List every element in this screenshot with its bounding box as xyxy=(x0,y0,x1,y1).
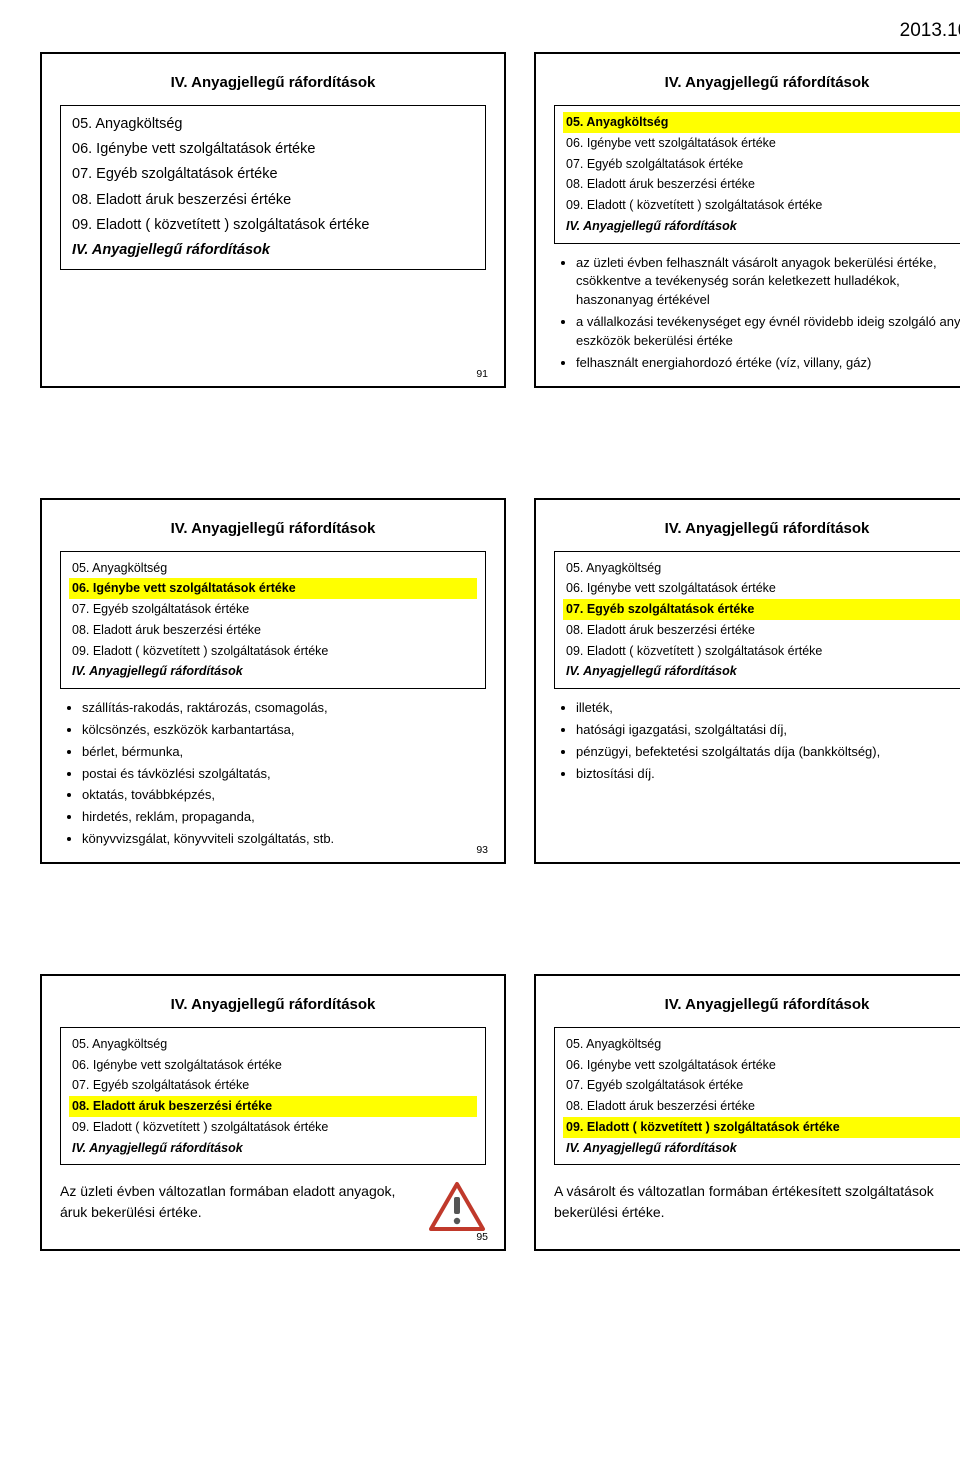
bullet-item: illeték, xyxy=(576,699,960,718)
item-list: 05. Anyagköltség06. Igénybe vett szolgál… xyxy=(60,105,486,270)
list-item: 06. Igénybe vett szolgáltatások értéke xyxy=(69,1055,477,1076)
list-item: 05. Anyagköltség xyxy=(69,1034,477,1055)
list-item: 05. Anyagköltség xyxy=(563,112,960,133)
note: Az üzleti évben változatlan formában ela… xyxy=(60,1181,486,1238)
slide-number: 95 xyxy=(476,1231,488,1243)
bullet-item: az üzleti évben felhasznált vásárolt any… xyxy=(576,254,960,311)
date-header: 2013.10.18. xyxy=(40,20,960,42)
list-item: 08. Eladott áruk beszerzési értéke xyxy=(69,620,477,641)
list-item: IV. Anyagjellegű ráfordítások xyxy=(69,1138,477,1159)
bullet-list: illeték, hatósági igazgatási, szolgáltatá… xyxy=(554,699,960,783)
list-item: 09. Eladott ( közvetített ) szolgáltatás… xyxy=(563,1117,960,1138)
page: 2013.10.18. IV. Anyagjellegű ráfordításo… xyxy=(0,0,960,1323)
list-item: IV. Anyagjellegű ráfordítások xyxy=(563,1138,960,1159)
bullet-list: az üzleti évben felhasznált vásárolt any… xyxy=(554,254,960,373)
list-item: IV. Anyagjellegű ráfordítások xyxy=(69,661,477,682)
slide-title: IV. Anyagjellegű ráfordítások xyxy=(60,74,486,91)
note-text: Az üzleti évben változatlan formában ela… xyxy=(60,1181,396,1222)
bullet-item: pénzügyi, befektetési szolgáltatás díja … xyxy=(576,743,960,762)
slide-number: 91 xyxy=(476,368,488,380)
slide-91: IV. Anyagjellegű ráfordítások 05. Anyagk… xyxy=(40,52,506,388)
page-number: 16 xyxy=(40,1263,960,1283)
list-item: 09. Eladott ( közvetített ) szolgáltatás… xyxy=(563,641,960,662)
list-item: 05. Anyagköltség xyxy=(69,558,477,579)
slide-title: IV. Anyagjellegű ráfordítások xyxy=(60,520,486,537)
slide-93: IV. Anyagjellegű ráfordítások 05. Anyagk… xyxy=(40,498,506,864)
item-list: 05. Anyagköltség06. Igénybe vett szolgál… xyxy=(554,1027,960,1166)
slide-92: IV. Anyagjellegű ráfordítások 05. Anyagk… xyxy=(534,52,960,388)
bullet-item: szállítás-rakodás, raktározás, csomagolá… xyxy=(82,699,486,718)
slide-title: IV. Anyagjellegű ráfordítások xyxy=(60,996,486,1013)
list-item: 06. Igénybe vett szolgáltatások értéke xyxy=(563,133,960,154)
note-text: A vásárolt és változatlan formában érték… xyxy=(554,1181,960,1222)
list-item: 07. Egyéb szolgáltatások értéke xyxy=(563,599,960,620)
list-item: 08. Eladott áruk beszerzési értéke xyxy=(69,188,477,213)
list-item: 09. Eladott ( közvetített ) szolgáltatás… xyxy=(69,641,477,662)
slide-number: 93 xyxy=(476,844,488,856)
list-item: 06. Igénybe vett szolgáltatások értéke xyxy=(69,578,477,599)
list-item: IV. Anyagjellegű ráfordítások xyxy=(563,661,960,682)
list-item: 07. Egyéb szolgáltatások értéke xyxy=(563,154,960,175)
slide-95: IV. Anyagjellegű ráfordítások 05. Anyagk… xyxy=(40,974,506,1251)
bullet-item: felhasznált energiahordozó értéke (víz, … xyxy=(576,354,960,373)
list-item: 08. Eladott áruk beszerzési értéke xyxy=(563,620,960,641)
slide-title: IV. Anyagjellegű ráfordítások xyxy=(554,520,960,537)
list-item: 08. Eladott áruk beszerzési értéke xyxy=(69,1096,477,1117)
bullet-item: bérlet, bérmunka, xyxy=(82,743,486,762)
item-list: 05. Anyagköltség06. Igénybe vett szolgál… xyxy=(554,551,960,690)
list-item: 09. Eladott ( közvetített ) szolgáltatás… xyxy=(563,195,960,216)
list-item: 05. Anyagköltség xyxy=(563,1034,960,1055)
bullet-list: szállítás-rakodás, raktározás, csomagolá… xyxy=(60,699,486,849)
bullet-item: hirdetés, reklám, propaganda, xyxy=(82,808,486,827)
list-item: IV. Anyagjellegű ráfordítások xyxy=(69,238,477,263)
slide-title: IV. Anyagjellegű ráfordítások xyxy=(554,74,960,91)
list-item: 08. Eladott áruk beszerzési értéke xyxy=(563,174,960,195)
list-item: 09. Eladott ( közvetített ) szolgáltatás… xyxy=(69,1117,477,1138)
list-item: 07. Egyéb szolgáltatások értéke xyxy=(69,599,477,620)
slide-title: IV. Anyagjellegű ráfordítások xyxy=(554,996,960,1013)
list-item: 08. Eladott áruk beszerzési értéke xyxy=(563,1096,960,1117)
slides-grid: IV. Anyagjellegű ráfordítások 05. Anyagk… xyxy=(40,52,960,1251)
slide-94: IV. Anyagjellegű ráfordítások 05. Anyagk… xyxy=(534,498,960,864)
list-item: 06. Igénybe vett szolgáltatások értéke xyxy=(563,1055,960,1076)
bullet-item: könyvvizsgálat, könyvviteli szolgáltatás… xyxy=(82,830,486,849)
list-item: 06. Igénybe vett szolgáltatások értéke xyxy=(563,578,960,599)
list-item: IV. Anyagjellegű ráfordítások xyxy=(563,216,960,237)
list-item: 05. Anyagköltség xyxy=(563,558,960,579)
list-item: 06. Igénybe vett szolgáltatások értéke xyxy=(69,137,477,162)
list-item: 07. Egyéb szolgáltatások értéke xyxy=(69,162,477,187)
list-item: 07. Egyéb szolgáltatások értéke xyxy=(563,1075,960,1096)
item-list: 05. Anyagköltség06. Igénybe vett szolgál… xyxy=(60,551,486,690)
bullet-item: hatósági igazgatási, szolgáltatási díj, xyxy=(576,721,960,740)
list-item: 09. Eladott ( közvetített ) szolgáltatás… xyxy=(69,213,477,238)
bullet-item: postai és távközlési szolgáltatás, xyxy=(82,765,486,784)
item-list: 05. Anyagköltség06. Igénybe vett szolgál… xyxy=(60,1027,486,1166)
bullet-item: oktatás, továbbképzés, xyxy=(82,786,486,805)
item-list: 05. Anyagköltség06. Igénybe vett szolgál… xyxy=(554,105,960,244)
bullet-item: biztosítási díj. xyxy=(576,765,960,784)
slide-96: IV. Anyagjellegű ráfordítások 05. Anyagk… xyxy=(534,974,960,1251)
bullet-item: kölcsönzés, eszközök karbantartása, xyxy=(82,721,486,740)
list-item: 05. Anyagköltség xyxy=(69,112,477,137)
list-item: 07. Egyéb szolgáltatások értéke xyxy=(69,1075,477,1096)
bullet-item: a vállalkozási tevékenységet egy évnél r… xyxy=(576,313,960,351)
